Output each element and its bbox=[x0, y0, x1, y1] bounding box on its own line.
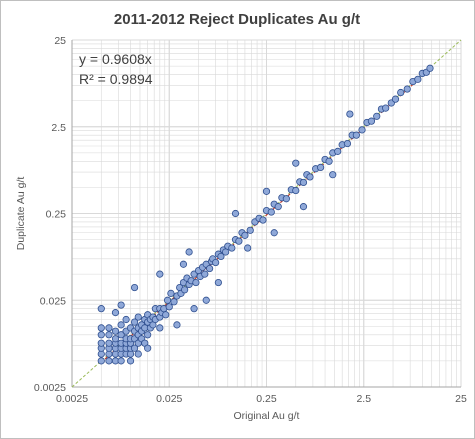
data-point bbox=[165, 303, 173, 311]
x-tick-label: 2.5 bbox=[356, 393, 371, 405]
data-point bbox=[111, 327, 120, 335]
data-point bbox=[105, 324, 113, 332]
data-point bbox=[329, 171, 337, 179]
y-tick-label: 0.025 bbox=[40, 295, 66, 307]
data-point bbox=[181, 286, 189, 294]
data-point bbox=[343, 139, 352, 148]
data-point bbox=[97, 339, 105, 347]
data-point bbox=[105, 357, 113, 365]
data-point bbox=[334, 147, 342, 155]
data-point bbox=[299, 203, 308, 211]
data-point bbox=[352, 131, 360, 139]
data-point bbox=[373, 112, 381, 120]
data-point bbox=[97, 331, 105, 339]
data-point bbox=[126, 357, 135, 365]
data-point bbox=[382, 104, 390, 112]
data-point bbox=[346, 110, 354, 118]
y-tick-label: 2.5 bbox=[51, 122, 66, 134]
data-point bbox=[117, 321, 125, 329]
data-point bbox=[97, 357, 105, 365]
y-tick-label: 25 bbox=[54, 35, 66, 47]
data-point bbox=[414, 75, 422, 83]
data-point bbox=[358, 126, 366, 134]
data-point bbox=[111, 335, 120, 343]
y-axis-label: Duplicate Au g/t bbox=[15, 177, 27, 251]
data-point bbox=[105, 331, 113, 339]
data-point bbox=[217, 252, 225, 261]
data-point bbox=[403, 85, 411, 93]
data-point bbox=[397, 88, 405, 97]
trend-equation: y = 0.9608x bbox=[79, 51, 152, 67]
data-point bbox=[367, 117, 376, 125]
data-point bbox=[231, 209, 240, 218]
data-point bbox=[212, 258, 220, 267]
data-point bbox=[228, 244, 236, 252]
data-point bbox=[162, 311, 170, 319]
x-tick-label: 0.0025 bbox=[56, 393, 88, 405]
data-point bbox=[202, 296, 210, 304]
data-point bbox=[117, 301, 125, 309]
data-point bbox=[134, 313, 142, 321]
data-point bbox=[206, 264, 214, 273]
data-point bbox=[391, 95, 400, 103]
data-point bbox=[173, 321, 181, 329]
data-point bbox=[241, 231, 249, 239]
y-tick-label: 0.25 bbox=[46, 209, 67, 221]
data-point bbox=[292, 159, 300, 167]
x-tick-label: 25 bbox=[455, 393, 467, 405]
data-point bbox=[262, 187, 271, 195]
data-point bbox=[179, 260, 188, 268]
x-tick-label: 0.25 bbox=[256, 393, 277, 405]
data-point bbox=[306, 173, 314, 181]
data-point bbox=[192, 278, 200, 287]
data-point bbox=[270, 229, 278, 237]
data-point bbox=[156, 270, 164, 278]
data-point bbox=[167, 289, 175, 297]
data-point bbox=[122, 315, 130, 324]
data-point bbox=[292, 186, 300, 195]
y-tick-label: 0.0025 bbox=[34, 382, 66, 394]
data-point bbox=[134, 350, 142, 358]
data-point bbox=[282, 195, 290, 203]
data-point bbox=[274, 203, 282, 211]
data-point bbox=[244, 244, 252, 252]
data-point bbox=[117, 357, 125, 365]
data-point bbox=[97, 305, 105, 313]
data-point bbox=[325, 157, 333, 165]
data-point bbox=[170, 298, 178, 306]
data-point bbox=[426, 64, 434, 72]
data-point bbox=[214, 278, 222, 287]
data-point bbox=[130, 283, 139, 292]
data-point bbox=[190, 305, 198, 313]
data-point bbox=[117, 331, 125, 339]
data-point bbox=[246, 226, 254, 234]
x-axis-label: Original Au g/t bbox=[234, 410, 300, 422]
data-point bbox=[185, 248, 193, 256]
data-point bbox=[201, 270, 209, 278]
r-squared: R² = 0.9894 bbox=[79, 71, 153, 87]
data-point bbox=[235, 237, 243, 245]
chart-title: 2011-2012 Reject Duplicates Au g/t bbox=[114, 11, 360, 28]
data-point bbox=[130, 344, 139, 352]
x-tick-label: 0.025 bbox=[156, 393, 182, 405]
data-point bbox=[317, 163, 325, 171]
data-point bbox=[156, 324, 164, 332]
data-point bbox=[144, 344, 152, 352]
data-point bbox=[299, 178, 308, 187]
data-point bbox=[130, 318, 139, 326]
data-point bbox=[144, 331, 152, 339]
data-point bbox=[163, 296, 172, 304]
data-point bbox=[97, 324, 105, 332]
data-point bbox=[259, 216, 267, 224]
data-point bbox=[105, 339, 113, 347]
data-point bbox=[111, 309, 120, 317]
data-point bbox=[267, 208, 275, 216]
